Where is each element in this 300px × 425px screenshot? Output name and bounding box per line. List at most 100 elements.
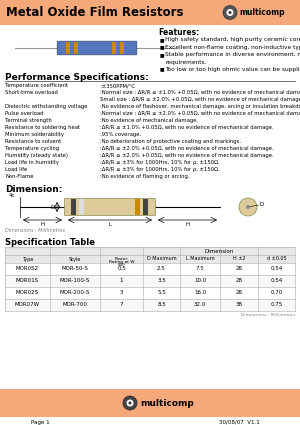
Circle shape bbox=[223, 6, 237, 20]
Text: Specification Table: Specification Table bbox=[5, 238, 95, 247]
Text: 0.54: 0.54 bbox=[270, 278, 283, 283]
Text: Humidity (steady state): Humidity (steady state) bbox=[5, 153, 68, 158]
Text: Dimensions : Millimetres: Dimensions : Millimetres bbox=[5, 228, 65, 233]
Text: :No deterioration of protective coating and markings.: :No deterioration of protective coating … bbox=[100, 139, 241, 144]
Text: Temperature cycling: Temperature cycling bbox=[5, 146, 59, 151]
Text: 0.54: 0.54 bbox=[270, 266, 283, 272]
Text: 38: 38 bbox=[236, 303, 242, 308]
Bar bbox=[79, 199, 84, 215]
Circle shape bbox=[127, 400, 134, 406]
Text: MOR01S: MOR01S bbox=[16, 278, 39, 283]
Bar bbox=[5, 255, 295, 263]
Text: MOR-200-S: MOR-200-S bbox=[60, 291, 90, 295]
Circle shape bbox=[123, 396, 137, 410]
Text: L Maximum: L Maximum bbox=[186, 257, 214, 261]
Text: 5.5: 5.5 bbox=[157, 291, 166, 295]
Text: L: L bbox=[109, 222, 112, 227]
Text: Type: Type bbox=[22, 257, 33, 261]
Text: 1: 1 bbox=[120, 278, 123, 283]
Text: :95% coverage.: :95% coverage. bbox=[100, 132, 141, 137]
Text: Performance Specifications:: Performance Specifications: bbox=[5, 73, 149, 82]
Text: Pulse overload: Pulse overload bbox=[5, 111, 44, 116]
Text: Non-Flame: Non-Flame bbox=[5, 174, 34, 179]
Bar bbox=[74, 42, 78, 54]
Text: :ΔR/R ≤ ±3% for 1000Hrs, 10% for ρ, ±150Ω.: :ΔR/R ≤ ±3% for 1000Hrs, 10% for ρ, ±150… bbox=[100, 167, 220, 172]
Text: Load life: Load life bbox=[5, 167, 27, 172]
Text: :ΔR/R ≤ ±2.0% +0.05Ω, with no evidence of mechanical damage.: :ΔR/R ≤ ±2.0% +0.05Ω, with no evidence o… bbox=[100, 153, 274, 158]
Bar bbox=[120, 42, 124, 54]
Text: 28: 28 bbox=[236, 291, 242, 295]
Bar bbox=[5, 287, 295, 299]
Text: 10.0: 10.0 bbox=[194, 278, 206, 283]
Text: 16.0: 16.0 bbox=[194, 291, 206, 295]
Text: :No evidence of mechanical damage.: :No evidence of mechanical damage. bbox=[100, 118, 198, 123]
Text: D Maximum: D Maximum bbox=[147, 257, 176, 261]
Bar bbox=[143, 199, 148, 215]
Text: 0.75: 0.75 bbox=[270, 303, 283, 308]
Bar bbox=[0, 389, 300, 417]
Text: Features:: Features: bbox=[158, 28, 199, 37]
Text: High safety standard, high purity ceramic core.: High safety standard, high purity cerami… bbox=[165, 37, 300, 42]
Text: Stable performance in diverse environment, meet EIAJ-RC2886A: Stable performance in diverse environmen… bbox=[165, 52, 300, 57]
Text: D: D bbox=[51, 204, 55, 210]
Text: 7: 7 bbox=[120, 303, 123, 308]
Text: Excellent non-flame coating, non-inductive type available.: Excellent non-flame coating, non-inducti… bbox=[165, 45, 300, 49]
Text: ■: ■ bbox=[160, 66, 165, 71]
Text: 0.5: 0.5 bbox=[117, 266, 126, 272]
Bar bbox=[5, 275, 295, 287]
Text: 4c: 4c bbox=[8, 193, 15, 198]
Text: Small size : ΔR/R ≤ ±2.0% +0.05Ω, with no evidence of mechanical damage.: Small size : ΔR/R ≤ ±2.0% +0.05Ω, with n… bbox=[100, 97, 300, 102]
Text: Metal Oxide Film Resistors: Metal Oxide Film Resistors bbox=[6, 6, 184, 19]
Text: 3.5: 3.5 bbox=[157, 278, 166, 283]
Text: Temperature coefficient: Temperature coefficient bbox=[5, 83, 68, 88]
Text: Dimension: Dimension bbox=[204, 249, 234, 253]
Text: 2.5: 2.5 bbox=[157, 266, 166, 272]
FancyBboxPatch shape bbox=[64, 198, 155, 215]
Text: :ΔR/R ≤ ±1.0% +0.05Ω, with no evidence of mechanical damage.: :ΔR/R ≤ ±1.0% +0.05Ω, with no evidence o… bbox=[100, 125, 274, 130]
Text: ■: ■ bbox=[160, 52, 165, 57]
Text: Dielectric withstanding voltage: Dielectric withstanding voltage bbox=[5, 104, 88, 109]
Bar bbox=[71, 199, 76, 215]
Text: :No evidence of flaming or arcing.: :No evidence of flaming or arcing. bbox=[100, 174, 190, 179]
Text: (W): (W) bbox=[118, 263, 125, 267]
Text: Too low or too high ohmic value can be supplied on a case to case basis.: Too low or too high ohmic value can be s… bbox=[165, 66, 300, 71]
Circle shape bbox=[226, 9, 233, 16]
Bar bbox=[5, 299, 295, 311]
Text: D: D bbox=[260, 201, 264, 207]
Text: ■: ■ bbox=[160, 37, 165, 42]
Bar bbox=[0, 0, 300, 25]
Text: 8.5: 8.5 bbox=[157, 303, 166, 308]
Text: Short-time overload: Short-time overload bbox=[5, 90, 58, 95]
Text: Style: Style bbox=[69, 257, 81, 261]
Text: d ±0.05: d ±0.05 bbox=[267, 257, 286, 261]
Text: :Normal size : ΔR/R ≤ ±1.0% +0.05Ω, with no evidence of mechanical damage.: :Normal size : ΔR/R ≤ ±1.0% +0.05Ω, with… bbox=[100, 90, 300, 95]
Bar bbox=[112, 42, 116, 54]
Circle shape bbox=[128, 402, 131, 405]
Text: :±350PPM/°C: :±350PPM/°C bbox=[100, 83, 135, 88]
Text: :ΔR/R ≤ ±2.0% +0.05Ω, with no evidence of mechanical damage.: :ΔR/R ≤ ±2.0% +0.05Ω, with no evidence o… bbox=[100, 146, 274, 151]
Text: MOR-700: MOR-700 bbox=[63, 303, 87, 308]
Text: 32.0: 32.0 bbox=[194, 303, 206, 308]
Text: H: H bbox=[185, 222, 190, 227]
Text: ■: ■ bbox=[160, 45, 165, 49]
Circle shape bbox=[229, 11, 232, 14]
Text: :No evidence of flashover, mechanical damage, arcing or insulation breakdown.: :No evidence of flashover, mechanical da… bbox=[100, 104, 300, 109]
Bar bbox=[135, 199, 140, 215]
Text: 0.70: 0.70 bbox=[270, 291, 283, 295]
Text: 28: 28 bbox=[236, 266, 242, 272]
Text: Power: Power bbox=[115, 257, 128, 261]
Text: multicomp: multicomp bbox=[239, 8, 285, 17]
Text: :ΔR/R ≤ ±3% for 1000Hrs, 10% for ρ, ±150Ω.: :ΔR/R ≤ ±3% for 1000Hrs, 10% for ρ, ±150… bbox=[100, 160, 220, 165]
Text: Dimension:: Dimension: bbox=[5, 185, 62, 194]
Bar bbox=[5, 263, 295, 275]
Text: H: H bbox=[40, 222, 45, 227]
Text: Minimum solderability: Minimum solderability bbox=[5, 132, 64, 137]
Text: MOR-50-S: MOR-50-S bbox=[61, 266, 88, 272]
Bar bbox=[5, 247, 295, 255]
Text: 30/08/07  V1.1: 30/08/07 V1.1 bbox=[219, 420, 260, 425]
FancyBboxPatch shape bbox=[57, 41, 137, 55]
Text: 28: 28 bbox=[236, 278, 242, 283]
Text: 7.5: 7.5 bbox=[196, 266, 204, 272]
Text: multicomp: multicomp bbox=[140, 399, 194, 408]
Circle shape bbox=[246, 205, 250, 209]
